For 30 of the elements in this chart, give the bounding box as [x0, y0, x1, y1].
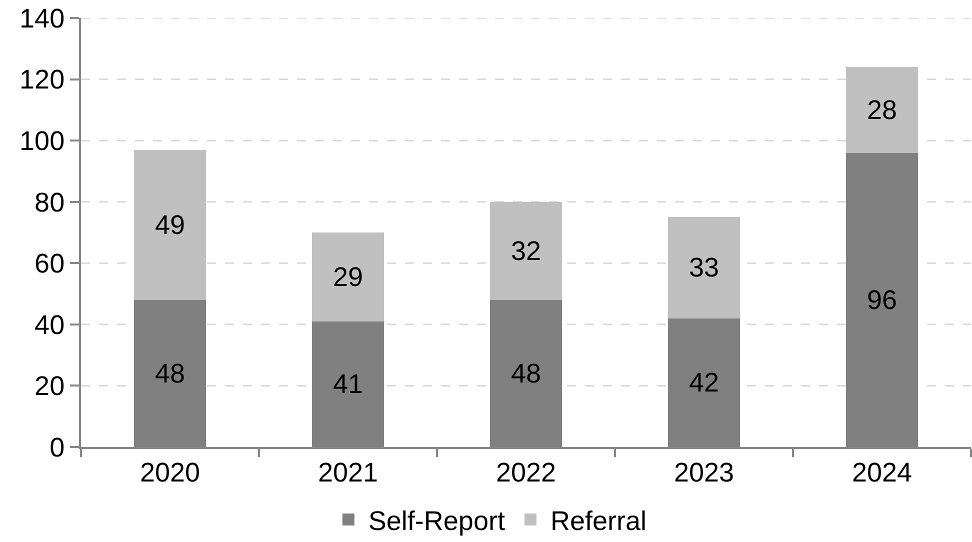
data-label: 29 [332, 262, 364, 292]
data-label: 96 [866, 284, 898, 315]
data-label: 48 [154, 358, 186, 388]
y-tick-label: 0 [50, 432, 65, 462]
bar [134, 150, 206, 300]
y-tick-label: 140 [20, 3, 65, 34]
y-tick-label: 60 [34, 248, 65, 279]
data-label: 33 [688, 252, 720, 283]
x-tick-label: 2021 [318, 457, 378, 488]
legend-label: Self-Report [368, 506, 506, 536]
data-label: 41 [332, 369, 364, 400]
data-label: 49 [154, 210, 186, 240]
data-label: 48 [510, 358, 542, 388]
x-tick-label: 2024 [852, 457, 912, 488]
y-tick-label: 20 [34, 371, 65, 402]
x-tick-label: 2023 [674, 457, 734, 488]
legend-label: Referral [550, 506, 646, 536]
data-label: 42 [688, 368, 720, 398]
y-tick-label: 40 [34, 310, 65, 340]
y-tick-label: 120 [20, 64, 65, 95]
y-tick-label: 80 [34, 187, 65, 218]
bar [490, 202, 562, 300]
bar [668, 217, 740, 318]
data-label: 28 [866, 94, 898, 125]
bar [846, 67, 918, 153]
x-tick-label: 2020 [140, 457, 200, 488]
y-tick-label: 100 [20, 126, 65, 156]
x-tick-label: 2022 [496, 457, 556, 488]
bar [312, 232, 384, 322]
data-label: 32 [510, 236, 542, 266]
